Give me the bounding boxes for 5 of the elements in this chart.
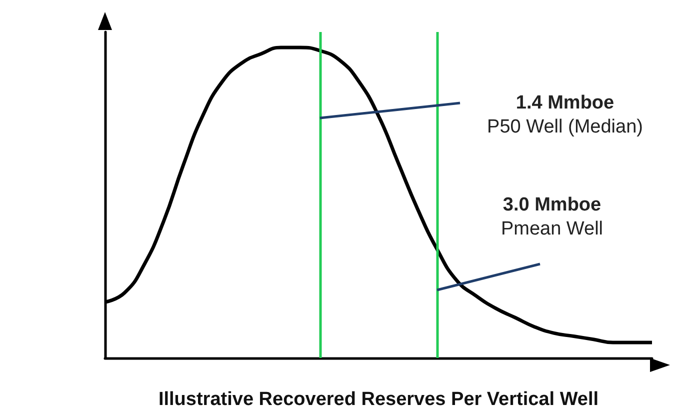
- annotation: 3.0 Mmboe: [502, 194, 602, 216]
- annotation: 1.4 Mmboe: [516, 92, 614, 114]
- annotation: P50 Well (Median): [487, 116, 643, 138]
- annotation: Pmean Well: [500, 218, 604, 240]
- x-axis-title: Illustrative Recovered Reserves Per Vertical Well: [158, 389, 599, 410]
